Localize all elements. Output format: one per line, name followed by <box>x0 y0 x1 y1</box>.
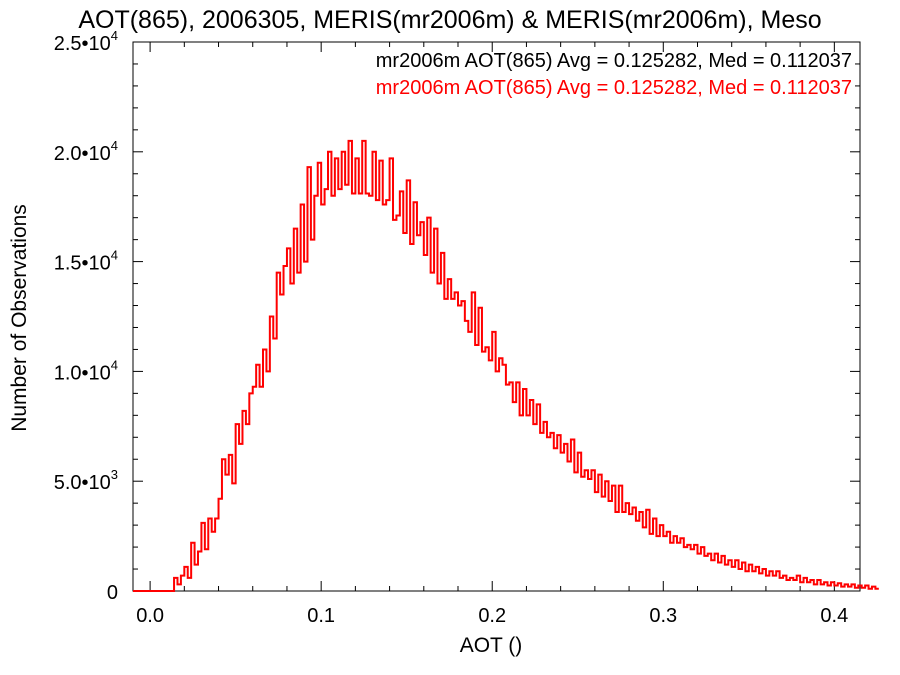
x-tick-label: 0.0 <box>136 605 164 627</box>
y-tick-exponent: 4 <box>111 248 118 263</box>
legend-entry-red: mr2006m AOT(865) Avg = 0.125282, Med = 0… <box>376 77 852 99</box>
y-tick-exponent: 4 <box>111 28 118 43</box>
plot-frame <box>132 41 861 592</box>
x-tick-label: 0.3 <box>649 605 677 627</box>
y-tick-label: 1.0•104 <box>54 357 118 384</box>
y-tick-mantissa: 5.0•10 <box>54 472 111 494</box>
y-tick-exponent: 4 <box>111 138 118 153</box>
y-tick-mantissa: 2.0•10 <box>54 143 111 165</box>
y-tick-label: 1.5•104 <box>54 248 118 275</box>
x-tick-labels: 0.0 0.1 0.2 0.3 0.4 <box>136 605 848 627</box>
plot-area <box>132 41 879 592</box>
y-tick-mantissa: 0 <box>107 582 118 604</box>
y-tick-exponent: 3 <box>111 467 118 482</box>
axis-ticks <box>133 41 860 592</box>
x-tick-label: 0.4 <box>820 605 848 627</box>
y-tick-mantissa: 1.5•10 <box>54 253 111 275</box>
y-tick-label: 2.0•104 <box>54 138 118 165</box>
y-tick-exponent: 4 <box>111 357 118 372</box>
x-tick-label: 0.2 <box>478 605 506 627</box>
histogram-series-line <box>133 139 879 592</box>
legend-entry-black: mr2006m AOT(865) Avg = 0.125282, Med = 0… <box>376 50 852 72</box>
y-tick-mantissa: 2.5•10 <box>54 33 111 55</box>
y-tick-label: 0 <box>107 582 118 604</box>
y-axis-label: Number of Observations <box>8 204 31 432</box>
chart-title: AOT(865), 2006305, MERIS(mr2006m) & MERI… <box>78 6 821 34</box>
x-tick-label: 0.1 <box>307 605 335 627</box>
x-axis-label: AOT () <box>460 634 523 657</box>
y-tick-mantissa: 1.0•10 <box>54 362 111 384</box>
y-tick-label: 5.0•103 <box>54 467 118 494</box>
y-tick-label: 2.5•104 <box>54 28 118 55</box>
